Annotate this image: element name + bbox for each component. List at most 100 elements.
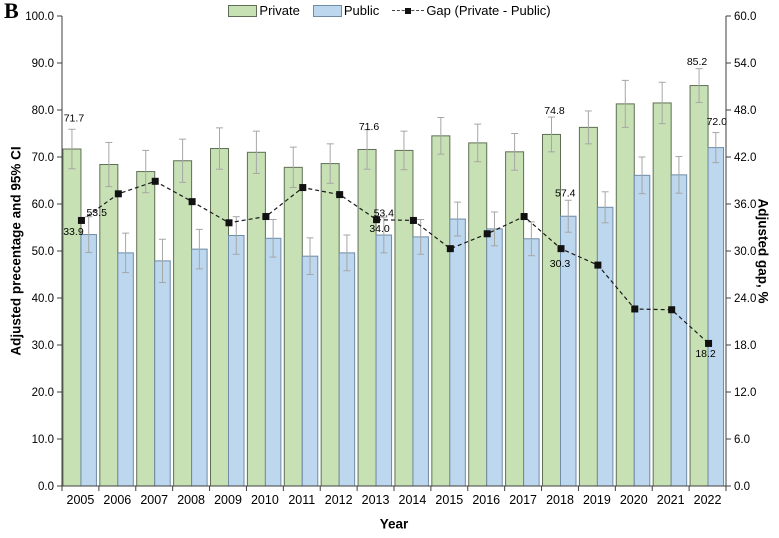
bar-private-2016 <box>468 142 488 487</box>
right-tick-label: 54.0 <box>734 58 756 70</box>
data-label-private-2018: 74.8 <box>544 105 565 117</box>
bar-public-2009 <box>228 234 245 487</box>
data-label-gap-2013: 34.0 <box>369 223 390 235</box>
data-label-public-2013: 53.4 <box>374 208 395 220</box>
bar-public-2010 <box>264 237 282 487</box>
data-label-private-2022: 85.2 <box>687 56 708 68</box>
bar-private-2009 <box>210 148 229 487</box>
x-tick-label-2017: 2017 <box>509 493 537 507</box>
bar-public-2017 <box>523 238 540 487</box>
bar-private-2019 <box>578 126 598 487</box>
data-label-private-2013: 71.6 <box>359 121 380 133</box>
bar-public-2008 <box>191 248 208 487</box>
bar-public-2016 <box>486 228 503 487</box>
gap-marker-2011 <box>299 184 307 192</box>
bar-private-2005 <box>62 148 82 487</box>
bar-private-2010 <box>246 151 266 487</box>
gap-marker-2022 <box>705 339 713 347</box>
x-tick-label-2020: 2020 <box>620 493 648 507</box>
gap-marker-2009 <box>225 219 233 227</box>
legend-item-public: Public <box>312 3 379 18</box>
bar-public-2005 <box>80 234 97 487</box>
gap-marker-2018 <box>557 245 565 253</box>
bar-private-2011 <box>283 166 303 487</box>
gap-marker-2013 <box>373 216 381 224</box>
bar-public-2018 <box>560 215 577 487</box>
data-label-gap-2005: 33.9 <box>63 226 84 238</box>
x-tick-label-2008: 2008 <box>177 493 205 507</box>
legend: Private Public Gap (Private - Public) <box>0 3 779 18</box>
data-label-public-2022: 72.0 <box>707 116 728 128</box>
gap-marker-2019 <box>594 261 602 269</box>
gap-marker-2021 <box>668 306 676 314</box>
left-tick-label: 20.0 <box>32 387 54 399</box>
x-tick-label-2007: 2007 <box>140 493 168 507</box>
gap-marker-2008 <box>188 198 196 206</box>
x-tick-label-2022: 2022 <box>694 493 722 507</box>
right-tick-label: 36.0 <box>734 199 756 211</box>
data-label-gap-2022: 18.2 <box>695 348 716 360</box>
left-tick-label: 0.0 <box>38 481 54 493</box>
gap-marker-2014 <box>409 216 417 224</box>
x-tick-label-2021: 2021 <box>657 493 685 507</box>
x-tick-label-2016: 2016 <box>472 493 500 507</box>
bar-private-2012 <box>320 163 340 487</box>
bar-public-2022 <box>707 147 725 487</box>
gap-marker-2005 <box>77 216 85 224</box>
x-tick-label-2019: 2019 <box>583 493 611 507</box>
x-tick-label-2015: 2015 <box>435 493 463 507</box>
bar-private-2007 <box>136 171 156 487</box>
bar-private-2015 <box>431 135 451 487</box>
bar-public-2019 <box>596 206 614 487</box>
left-tick-label: 40.0 <box>32 293 54 305</box>
legend-item-gap: Gap (Private - Public) <box>392 3 551 18</box>
left-tick-label: 100.0 <box>25 11 54 23</box>
right-tick-label: 12.0 <box>734 387 756 399</box>
right-tick-label: 60.0 <box>734 11 756 23</box>
bar-private-2017 <box>505 151 525 487</box>
left-tick-label: 70.0 <box>32 152 54 164</box>
x-axis-title: Year <box>379 516 409 532</box>
left-tick-label: 30.0 <box>32 340 54 352</box>
gap-marker-2012 <box>336 191 344 199</box>
bar-private-2014 <box>394 149 414 487</box>
data-label-gap-2018: 30.3 <box>550 258 571 270</box>
gap-marker-2006 <box>114 190 122 198</box>
gap-marker-2007 <box>151 177 159 185</box>
gap-line <box>81 180 710 344</box>
data-label-private-2005: 71.7 <box>64 113 85 125</box>
bar-public-2007 <box>154 260 171 487</box>
public-swatch-icon <box>312 4 342 17</box>
gap-marker-2017 <box>520 213 528 221</box>
gap-marker-2010 <box>262 213 270 221</box>
right-axis-title: Adjusted gap, % <box>755 198 771 304</box>
data-label-public-2018: 57.4 <box>555 188 576 200</box>
bar-public-2013 <box>375 234 393 487</box>
right-tick-label: 0.0 <box>734 481 750 493</box>
gap-marker-2015 <box>446 245 454 253</box>
gap-line-square-icon <box>392 5 425 17</box>
bar-public-2006 <box>117 252 134 487</box>
left-tick-label: 80.0 <box>32 105 54 117</box>
x-tick-label-2011: 2011 <box>288 493 315 507</box>
left-tick-label: 50.0 <box>32 246 54 258</box>
x-tick-label-2010: 2010 <box>251 493 279 507</box>
x-tick-label-2005: 2005 <box>67 493 95 507</box>
bar-private-2020 <box>615 103 635 487</box>
left-tick-label: 10.0 <box>32 434 54 446</box>
bar-private-2022 <box>689 85 709 487</box>
bar-private-2013 <box>357 148 377 487</box>
x-tick-label-2012: 2012 <box>325 493 353 507</box>
x-tick-label-2009: 2009 <box>214 493 242 507</box>
bar-public-2021 <box>670 174 688 487</box>
legend-item-private: Private <box>228 3 300 18</box>
gap-marker-2020 <box>631 305 639 313</box>
data-label-public-2005: 53.5 <box>86 207 107 219</box>
legend-label-gap: Gap (Private - Public) <box>426 3 551 18</box>
left-axis-title: Adjusted precentage and 95% CI <box>8 146 24 356</box>
legend-label-private: Private <box>259 3 300 18</box>
left-tick-label: 90.0 <box>32 58 54 70</box>
bar-public-2020 <box>633 174 651 487</box>
gap-marker-2016 <box>483 230 491 238</box>
bar-private-2008 <box>173 160 193 487</box>
